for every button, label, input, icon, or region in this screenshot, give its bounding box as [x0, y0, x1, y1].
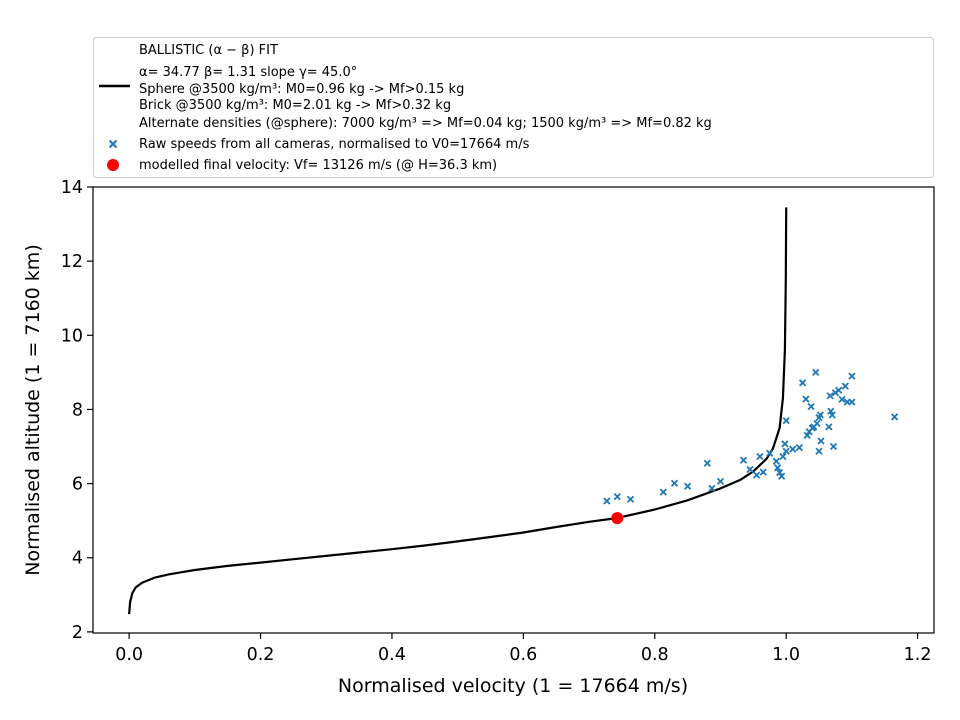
- raw-speed-point: [746, 465, 754, 474]
- x-tick-label: 0.4: [378, 645, 406, 665]
- x-tick-label: 0.8: [641, 645, 669, 665]
- raw-speed-point: [890, 413, 899, 421]
- raw-speed-point: [835, 386, 843, 394]
- legend-raw-label: Raw speeds from all cameras, normalised …: [139, 137, 530, 152]
- y-tick-label: 12: [61, 252, 83, 272]
- raw-speed-point: [773, 464, 782, 472]
- raw-speed-point: [848, 372, 856, 380]
- raw-speed-point: [708, 484, 716, 493]
- raw-speed-point: [838, 395, 846, 404]
- raw-speed-point: [807, 402, 815, 411]
- fit-curve: [128, 207, 788, 615]
- raw-speed-point: [670, 479, 679, 487]
- raw-speed-point: [841, 382, 849, 390]
- final-velocity-point: [611, 512, 624, 525]
- legend-fit-params: α= 34.77 β= 1.31 slope γ= 45.0°: [139, 65, 357, 80]
- y-axis-label: Normalised altitude (1 = 7160 km): [22, 244, 44, 575]
- raw-speed-point: [766, 449, 774, 457]
- raw-speed-point: [789, 445, 797, 453]
- raw-speed-point: [775, 468, 784, 477]
- raw-speed-point: [798, 379, 807, 387]
- raw-speed-point: [739, 456, 748, 464]
- legend-final-label: modelled final velocity: Vf= 13126 m/s (…: [139, 158, 497, 173]
- raw-speed-point: [813, 419, 821, 428]
- x-tick-label: 0.2: [247, 645, 275, 665]
- raw-speed-point: [782, 447, 790, 455]
- raw-speed-point: [825, 423, 833, 431]
- raw-speed-point: [828, 411, 836, 419]
- legend-frame: [93, 37, 934, 178]
- y-tick-label: 6: [72, 475, 83, 495]
- x-tick-label: 1.2: [904, 645, 932, 665]
- raw-speed-point: [659, 488, 667, 496]
- y-tick-label: 14: [61, 178, 83, 198]
- y-axis-ticks: 2 4 6 8 10 12 14: [61, 178, 93, 643]
- plot-area: 0.0 0.2 0.4 0.6 0.8 1.0 1.2 2 4 6 8 10 12 14: [61, 178, 935, 665]
- raw-speed-point: [826, 392, 834, 400]
- x-tick-label: 1.0: [772, 645, 800, 665]
- legend: BALLISTIC (α − β) FIT α= 34.77 β= 1.31 s…: [93, 37, 934, 178]
- raw-speed-point: [716, 477, 725, 486]
- x-axis-ticks: 0.0 0.2 0.4 0.6 0.8 1.0 1.2: [115, 633, 931, 665]
- raw-speed-point: [626, 495, 635, 503]
- raw-speed-point: [782, 416, 790, 425]
- raw-speed-point: [613, 492, 621, 501]
- raw-speed-point: [683, 482, 692, 490]
- raw-speed-point: [816, 411, 824, 419]
- raw-speed-point: [795, 443, 803, 452]
- raw-speed-point: [817, 437, 825, 445]
- x-tick-label: 0.0: [115, 645, 143, 665]
- raw-speed-point: [829, 442, 838, 451]
- legend-raw-marker: [108, 139, 118, 149]
- series-layer: [128, 207, 899, 615]
- raw-speed-point: [779, 452, 787, 461]
- y-tick-label: 4: [72, 549, 83, 569]
- raw-speed-point: [756, 452, 764, 461]
- y-tick-label: 2: [72, 623, 83, 643]
- raw-speed-point: [777, 472, 786, 480]
- legend-fit-sphere: Sphere @3500 kg/m³: M0=0.96 kg -> Mf>0.1…: [139, 82, 464, 97]
- raw-speed-point: [815, 447, 823, 455]
- legend-fit-title: BALLISTIC (α − β) FIT: [139, 43, 278, 58]
- raw-speed-point: [759, 468, 767, 476]
- x-axis-label: Normalised velocity (1 = 17664 m/s): [338, 675, 688, 697]
- legend-fit-brick: Brick @3500 kg/m³: M0=2.01 kg -> Mf>0.32…: [139, 98, 451, 113]
- raw-speed-point: [603, 497, 611, 505]
- raw-speed-point: [848, 398, 856, 406]
- raw-speed-point: [802, 395, 810, 403]
- raw-speed-point: [703, 459, 711, 467]
- raw-speed-point: [803, 431, 811, 440]
- y-tick-label: 8: [72, 400, 83, 420]
- legend-final-marker: [107, 159, 119, 171]
- raw-speed-point: [812, 368, 820, 377]
- x-tick-label: 0.6: [509, 645, 537, 665]
- raw-speed-point: [752, 471, 761, 479]
- y-tick-label: 10: [61, 326, 83, 346]
- legend-fit-alt: Alternate densities (@sphere): 7000 kg/m…: [139, 116, 712, 131]
- raw-speed-point: [781, 440, 789, 448]
- raw-speed-point: [772, 457, 780, 465]
